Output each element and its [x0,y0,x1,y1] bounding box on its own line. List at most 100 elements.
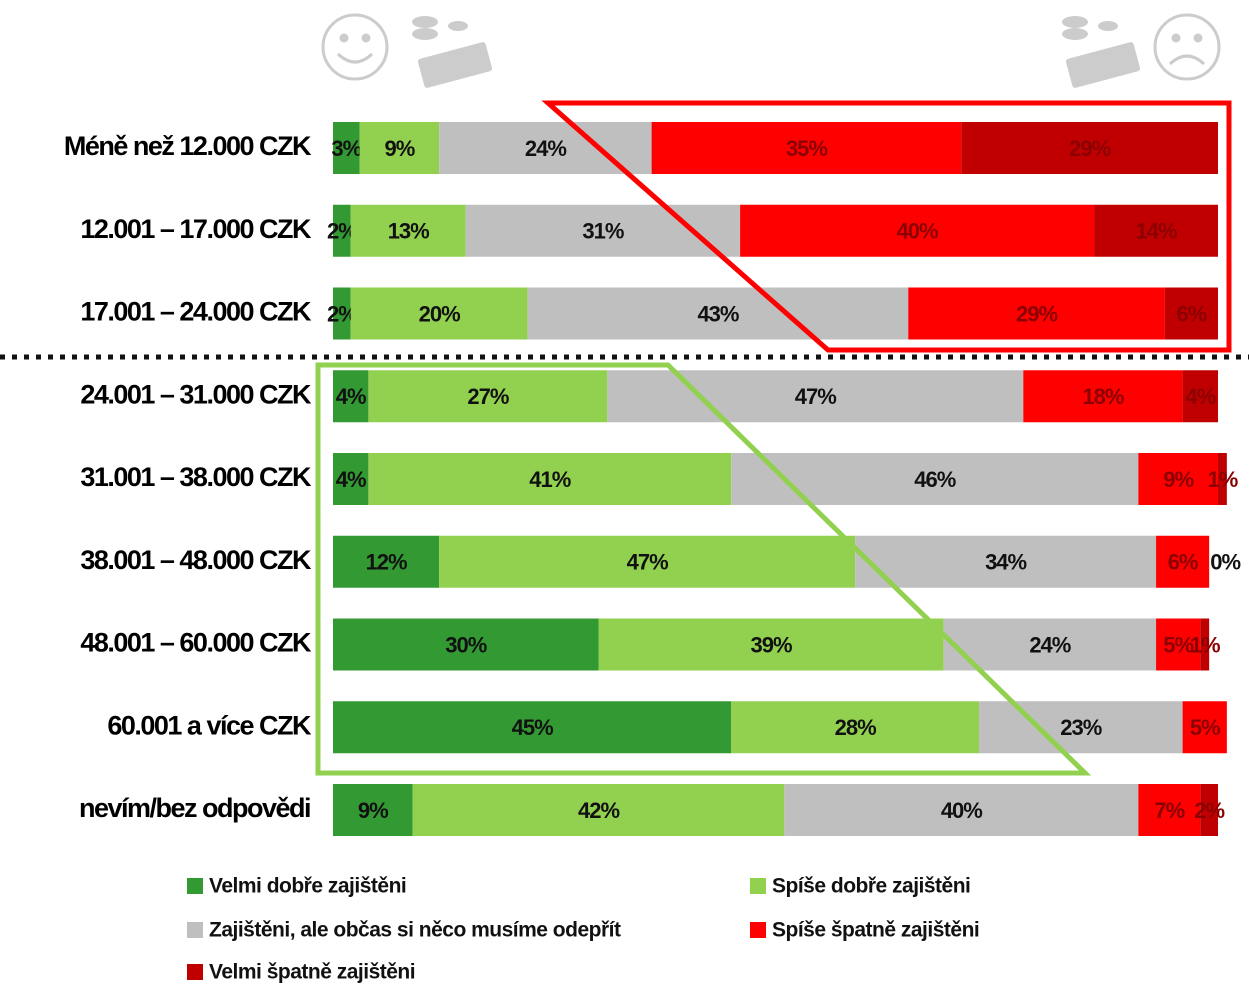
value-label: 27% [467,384,508,409]
value-label: 28% [835,715,876,740]
bar-segment [439,535,856,588]
bar-segment [333,618,599,671]
bar-segment [1182,701,1227,754]
bar-segment [333,370,369,423]
legend-swatch [750,878,766,894]
value-label: 5% [1190,715,1220,740]
value-label: 4% [1185,384,1215,409]
bar-segment [908,287,1165,340]
bar-segment [651,122,962,174]
value-label: 6% [1177,301,1207,326]
highlight-poor [541,100,1232,353]
category-label: 48.001 – 60.000 CZK [80,628,312,658]
bar-segment [333,535,440,588]
legend-label: Spíše dobře zajištěni [772,875,970,898]
legend: Velmi dobře zajištěni Spíše dobře zajiště… [187,875,980,984]
value-label: 2% [1194,798,1224,823]
bar-segment [333,701,732,754]
bar-segment [1094,204,1218,257]
category-label: Méně než 12.000 CZK [64,131,312,161]
decor-money-right [1062,16,1141,88]
value-label: 14% [1136,219,1177,244]
bar-segment [979,701,1183,754]
value-label: 29% [1016,301,1057,326]
value-label: 34% [985,550,1026,575]
category-label: 12.001 – 17.000 CZK [80,214,312,244]
bar-segment [1200,784,1218,836]
value-label: 24% [1029,632,1070,657]
bar-segment [784,784,1139,836]
legend-label: Spíše špatně zajištěni [772,919,979,942]
bar-segment [1156,535,1210,588]
value-label: 40% [941,798,982,823]
value-label: 30% [445,632,486,657]
value-label: 4% [336,384,366,409]
legend-label: Velmi dobře zajištěni [209,875,406,898]
bar-segment [1138,784,1201,836]
value-label: 23% [1060,715,1101,740]
value-label: 1% [1190,632,1220,657]
value-label: 35% [786,136,827,161]
legend-swatch [187,878,203,894]
plot: Méně než 12.000 CZK 3% 9% 24% 35% 29% 12.001 –… [64,122,1241,836]
decor-money-left [412,16,493,88]
value-label: 43% [697,301,738,326]
legend-label: Velmi špatně zajištěni [209,961,415,984]
value-label: 4% [336,467,366,492]
value-label: 9% [384,136,414,161]
bar-segment [368,370,608,423]
bar-segment [333,287,351,340]
bar-segment [961,122,1218,174]
category-label: 38.001 – 48.000 CZK [80,545,312,575]
value-label: 7% [1154,798,1184,823]
bar-segment [350,204,466,257]
bar-segment [1156,618,1201,671]
decor-happy [321,13,389,81]
category-label: 31.001 – 38.000 CZK [80,462,312,492]
value-label: 46% [914,467,955,492]
bar-segment [333,453,369,505]
value-label: 42% [578,798,619,823]
value-label: 3% [331,136,361,161]
bar-segment [1164,287,1218,340]
value-label: 6% [1168,550,1198,575]
bar-segment [607,370,1024,423]
value-label: 47% [627,550,668,575]
value-label: 1% [1208,467,1238,492]
bar-segment [1200,618,1210,671]
bar-segment [1138,453,1218,505]
legend-swatch [187,922,203,938]
value-label: 13% [388,219,429,244]
bar-segment [412,784,785,836]
bar-segment [740,204,1095,257]
value-label: 9% [358,798,388,823]
bar-segment [333,122,360,174]
category-label: nevím/bez odpovědi [79,793,310,823]
bar-segment [731,701,980,754]
value-label: 9% [1163,467,1193,492]
value-label: 41% [529,467,570,492]
value-label: 45% [512,715,553,740]
bar-segment [333,784,413,836]
value-label: 20% [419,301,460,326]
bar-segment [350,287,528,340]
decor-sad [1153,13,1221,81]
value-label: 12% [366,550,407,575]
bar-segment [943,618,1157,671]
value-label: 18% [1082,384,1123,409]
value-label: 24% [525,136,566,161]
bar-segment [368,453,732,505]
bar-segment [1182,370,1218,423]
bar-segment [598,618,944,671]
legend-label: Zajištěni, ale občas si něco musíme odep… [209,919,621,942]
value-label: 5% [1163,632,1193,657]
legend-swatch [750,922,766,938]
value-label: 29% [1069,136,1110,161]
bar-segment [855,535,1157,588]
bar-segment [333,204,351,257]
bar-segment [359,122,440,174]
bar-segment [1023,370,1183,423]
highlight-rich [315,362,1092,776]
category-label: 24.001 – 31.000 CZK [80,379,312,409]
value-label: 39% [751,632,792,657]
